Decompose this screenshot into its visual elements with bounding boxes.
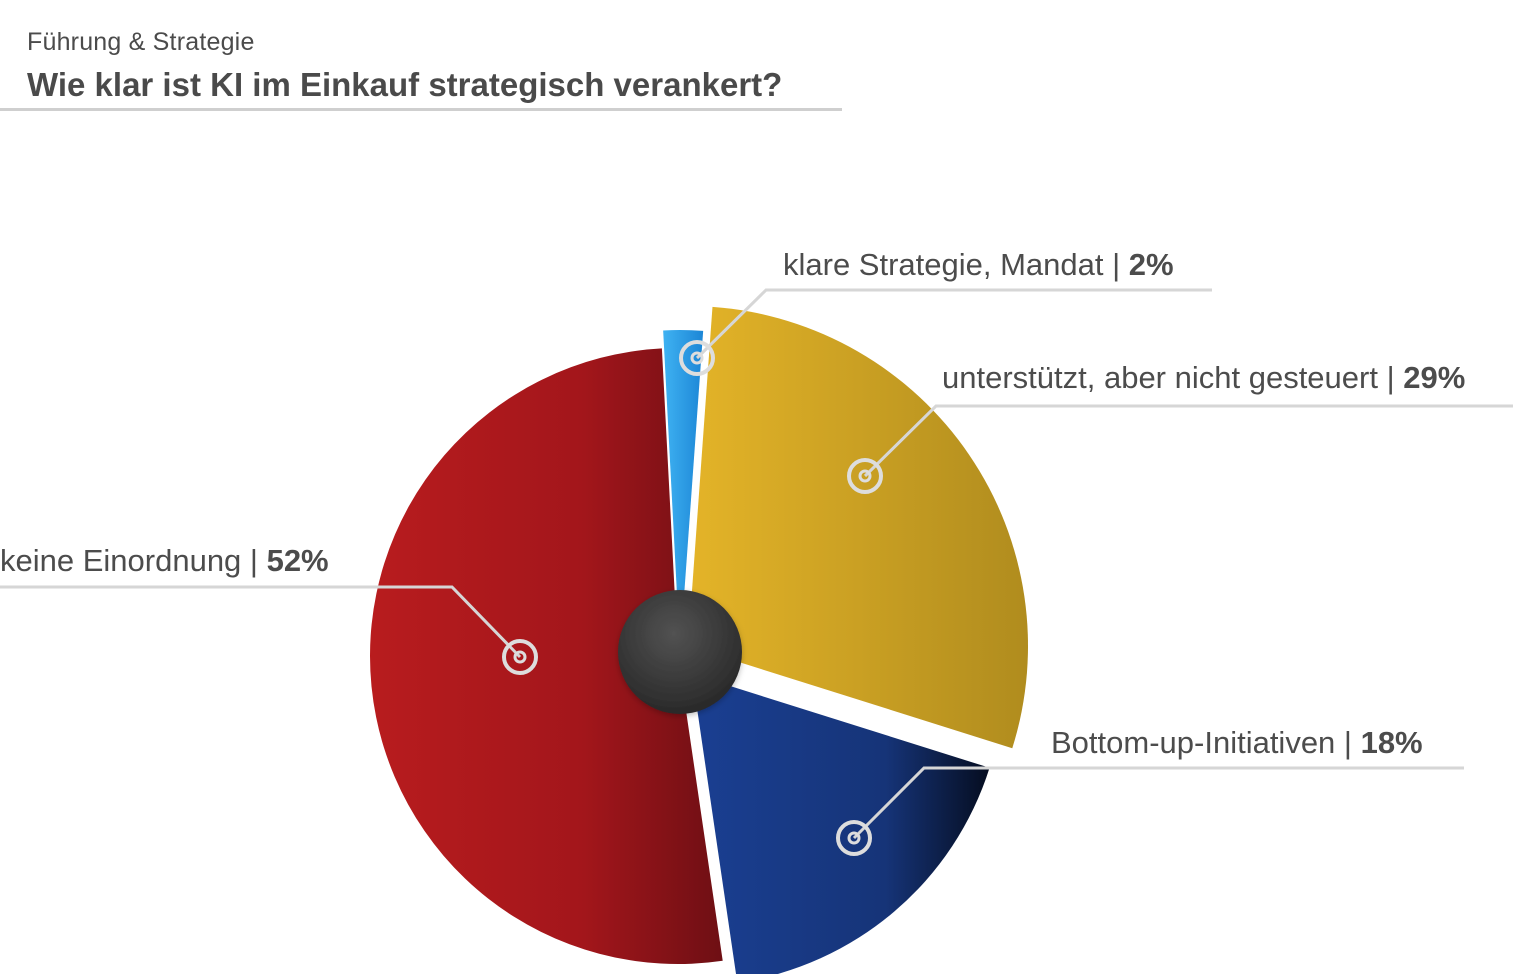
slice-value-label: 52% [267, 543, 329, 578]
slice-unterstuetzt [688, 306, 1028, 749]
center-hole [618, 590, 742, 714]
chart-subtitle: Führung & Strategie [27, 28, 255, 56]
callout-marker [836, 820, 872, 856]
slice-klare-strategie [663, 329, 704, 652]
slice-value-label: 2% [1129, 247, 1174, 282]
slice-label: unterstützt, aber nicht gesteuert | 29% [942, 360, 1465, 395]
callout-marker [502, 639, 538, 675]
slice-label-text: unterstützt, aber nicht gesteuert | [942, 360, 1403, 395]
callout-marker [679, 340, 715, 376]
slice-label: keine Einordnung | 52% [0, 543, 329, 578]
slice-label: klare Strategie, Mandat | 2% [783, 247, 1174, 282]
callout-marker-dot [858, 469, 872, 483]
slice-value-label: 18% [1361, 725, 1423, 760]
callout-line [852, 766, 1464, 840]
callout-line [0, 585, 522, 659]
slice-label-text: Bottom-up-Initiativen | [1051, 725, 1361, 760]
slice-label-text: keine Einordnung | [0, 543, 267, 578]
callout-marker-dot [847, 831, 861, 845]
chart-title: Wie klar ist KI im Einkauf strategisch v… [27, 66, 783, 103]
slice-bottom-up [692, 674, 990, 974]
chart-header: Führung & Strategie Wie klar ist KI im E… [0, 0, 842, 112]
slice-label: Bottom-up-Initiativen | 18% [1051, 725, 1423, 760]
title-underline [0, 108, 842, 111]
callout-line [863, 404, 1513, 478]
slice-keine-einordnung [370, 348, 723, 964]
callout-marker-dot [513, 650, 527, 664]
slice-value-label: 29% [1403, 360, 1465, 395]
callout-line [695, 288, 1212, 360]
callout-marker-dot [690, 351, 704, 365]
callout-marker [847, 458, 883, 494]
slice-label-text: klare Strategie, Mandat | [783, 247, 1129, 282]
